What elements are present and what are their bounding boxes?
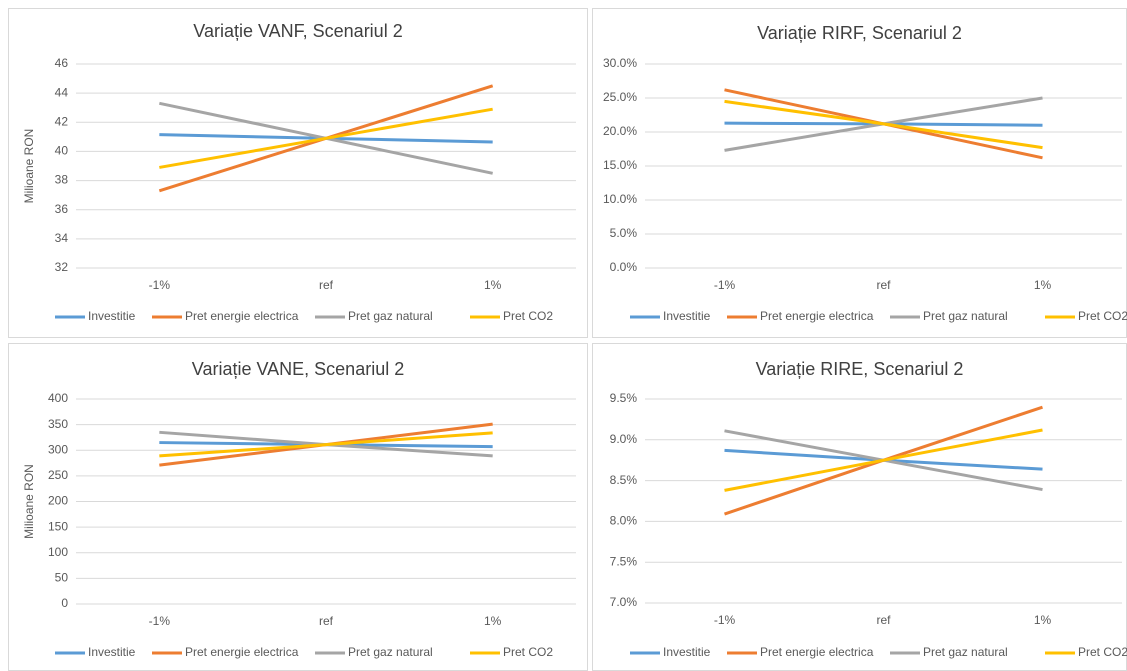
y-tick-label: 8.0% — [610, 514, 638, 528]
x-tick-label: ref — [319, 614, 334, 628]
y-tick-label: 0 — [61, 596, 68, 610]
y-tick-label: 15.0% — [603, 158, 637, 172]
y-tick-label: 200 — [48, 494, 68, 508]
x-tick-label: -1% — [149, 278, 171, 292]
y-tick-label: 38 — [55, 173, 69, 187]
legend-label: Investitie — [663, 309, 711, 323]
chart-panel: Variație VANE, Scenariul 2 0 50 100 150 200 25… — [8, 343, 588, 671]
legend-label: Investitie — [88, 309, 136, 323]
x-tick-label: 1% — [1034, 278, 1052, 292]
x-tick-label: ref — [319, 278, 334, 292]
y-tick-label: 50 — [55, 571, 69, 585]
x-tick-label: ref — [876, 613, 891, 627]
y-tick-label: 9.5% — [610, 391, 638, 405]
y-tick-label: 7.0% — [610, 595, 638, 609]
series-line — [724, 428, 1043, 492]
panel-border — [8, 343, 588, 671]
legend-label: Pret CO2 — [503, 309, 553, 323]
chart-title: Variație VANF, Scenariul 2 — [193, 21, 402, 41]
series-line — [159, 107, 493, 169]
legend-label: Pret CO2 — [503, 645, 553, 659]
series-line — [724, 99, 1043, 150]
y-tick-label: 8.5% — [610, 473, 638, 487]
y-tick-label: 250 — [48, 468, 68, 482]
chart-title: Variație RIRE, Scenariul 2 — [756, 359, 964, 379]
y-tick-label: 40 — [55, 144, 69, 158]
y-tick-label: 300 — [48, 442, 68, 456]
y-tick-label: 42 — [55, 114, 69, 128]
legend-label: Pret energie electrica — [185, 309, 299, 323]
y-tick-label: 400 — [48, 391, 68, 405]
x-tick-label: 1% — [484, 614, 502, 628]
y-tick-label: 32 — [55, 260, 69, 274]
x-tick-label: -1% — [149, 614, 171, 628]
x-tick-label: 1% — [484, 278, 502, 292]
legend-label: Pret gaz natural — [923, 645, 1008, 659]
series-line — [159, 431, 493, 458]
y-tick-label: 10.0% — [603, 192, 637, 206]
legend-label: Pret gaz natural — [348, 645, 433, 659]
y-tick-label: 150 — [48, 519, 68, 533]
legend-label: Investitie — [663, 645, 711, 659]
legend-label: Pret CO2 — [1078, 645, 1127, 659]
chart-title: Variație RIRF, Scenariul 2 — [757, 23, 962, 43]
y-axis-label: Milioane RON — [22, 464, 36, 539]
x-tick-label: 1% — [1034, 613, 1052, 627]
y-tick-label: 0.0% — [610, 260, 638, 274]
chart-title: Variație VANE, Scenariul 2 — [192, 359, 404, 379]
x-tick-label: ref — [876, 278, 891, 292]
y-tick-label: 350 — [48, 417, 68, 431]
chart-panel: Variație VANF, Scenariul 2 32 34 36 38 40 42 44… — [8, 8, 588, 338]
y-tick-label: 44 — [55, 85, 69, 99]
legend-label: Pret CO2 — [1078, 309, 1127, 323]
panel-border — [592, 343, 1127, 671]
y-tick-label: 25.0% — [603, 90, 637, 104]
y-tick-label: 5.0% — [610, 226, 638, 240]
y-tick-label: 34 — [55, 231, 69, 245]
legend-label: Pret energie electrica — [760, 309, 874, 323]
x-tick-label: -1% — [714, 613, 736, 627]
y-tick-label: 9.0% — [610, 432, 638, 446]
panel-border — [592, 8, 1127, 338]
legend-label: Investitie — [88, 645, 136, 659]
legend-label: Pret energie electrica — [760, 645, 874, 659]
y-axis-label: Milioane RON — [22, 129, 36, 204]
x-tick-label: -1% — [714, 278, 736, 292]
y-tick-label: 36 — [55, 202, 69, 216]
legend-label: Pret gaz natural — [923, 309, 1008, 323]
chart-panel: Variație RIRF, Scenariul 2 0.0% 5.0% 10.0% 1… — [592, 8, 1127, 338]
y-tick-label: 30.0% — [603, 56, 637, 70]
legend-label: Pret gaz natural — [348, 309, 433, 323]
legend-label: Pret energie electrica — [185, 645, 299, 659]
y-tick-label: 20.0% — [603, 124, 637, 138]
y-tick-label: 100 — [48, 545, 68, 559]
y-tick-label: 46 — [55, 56, 69, 70]
y-tick-label: 7.5% — [610, 554, 638, 568]
chart-panel: Variație RIRE, Scenariul 2 7.0% 7.5% 8.0% 8.… — [592, 343, 1127, 671]
